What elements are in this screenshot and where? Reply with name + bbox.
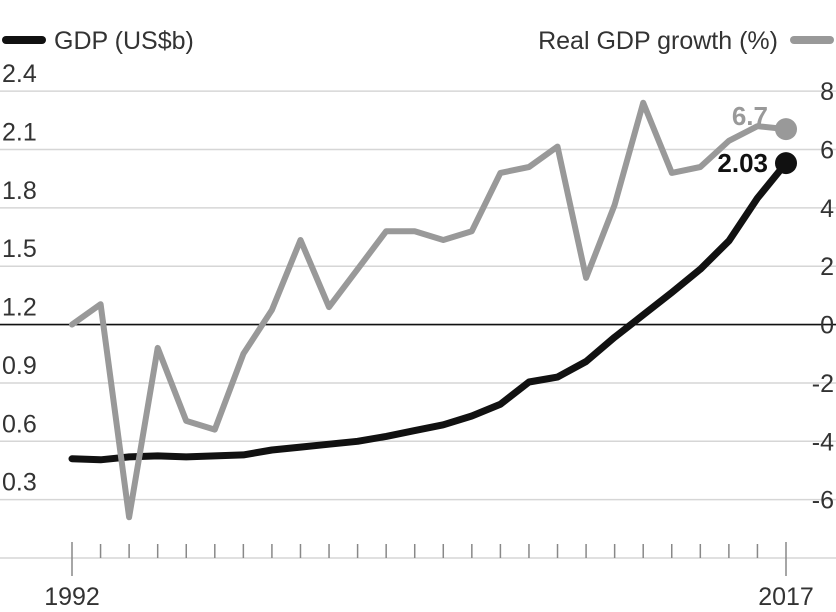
legend-gdp-label: GDP (US$b) xyxy=(54,27,194,55)
y-right-tick-label: 0 xyxy=(820,312,834,340)
y-right-tick-label: 8 xyxy=(820,78,834,106)
y-left-tick-label: 2.1 xyxy=(2,119,37,147)
legend: GDP (US$b) Real GDP growth (%) xyxy=(2,27,834,55)
y-right-tick-label: -2 xyxy=(812,370,834,398)
growth-end-marker xyxy=(775,118,797,141)
y-right-tick-label: 2 xyxy=(820,253,834,281)
gdp-end-marker xyxy=(775,152,797,175)
growth-series-line xyxy=(69,99,789,521)
y-right-tick-label: 4 xyxy=(820,195,834,223)
growth-end-label: 6.7 xyxy=(732,101,768,131)
y-left-tick-label: 0.9 xyxy=(2,352,37,380)
y-left-tick-label: 0.3 xyxy=(2,469,37,497)
gdp-end-label: 2.03 xyxy=(717,148,768,178)
gdp-series-line xyxy=(68,159,790,464)
y-right-tick-label: -6 xyxy=(812,487,834,515)
x-tick-label: 2017 xyxy=(758,583,814,611)
y-left-tick-label: 1.2 xyxy=(2,294,37,322)
series-lines: 2.03 6.7 xyxy=(68,99,797,521)
y-left-tick-label: 1.8 xyxy=(2,177,37,205)
y-left-tick-label: 0.6 xyxy=(2,410,37,438)
y-left-tick-label: 1.5 xyxy=(2,235,37,263)
legend-growth-label: Real GDP growth (%) xyxy=(538,27,778,55)
y-right-tick-label: -4 xyxy=(812,428,834,456)
x-tick-label: 1992 xyxy=(44,583,100,611)
y-left-tick-label: 2.4 xyxy=(2,60,37,88)
axes: 0.3 0.6 0.9 1.2 1.5 1.8 2.1 2.4 -6 -4 -2 0 2 4 6 8 1992 2… xyxy=(2,60,834,611)
y-right-tick-label: 6 xyxy=(820,137,834,165)
